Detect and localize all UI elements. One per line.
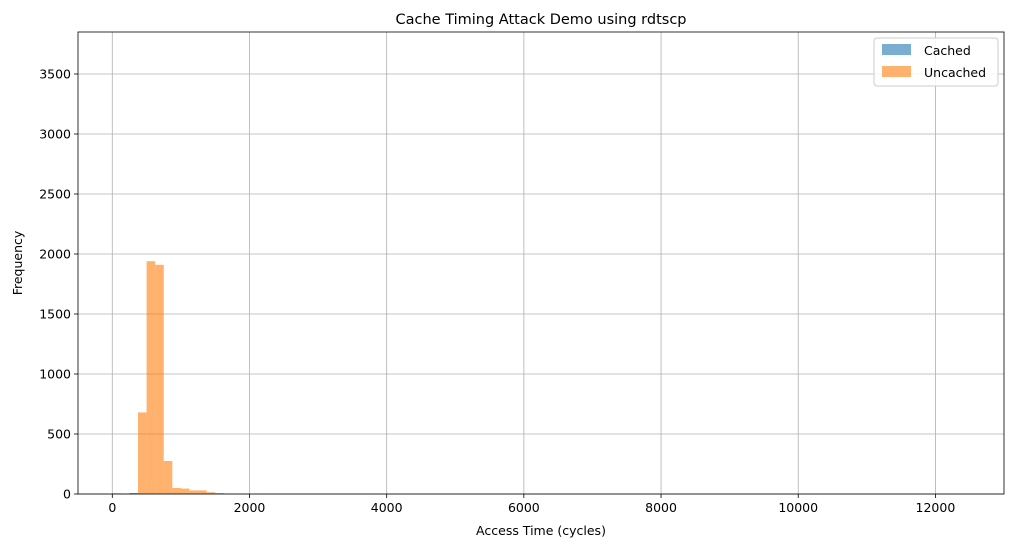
y-axis-label: Frequency	[10, 230, 25, 295]
bar-uncached	[180, 488, 190, 494]
x-tick-label: 4000	[371, 500, 403, 515]
y-tick-label: 2000	[39, 247, 71, 262]
legend-swatch-uncached	[882, 66, 911, 77]
bar-uncached	[215, 493, 224, 494]
bar-uncached	[155, 264, 164, 494]
y-tick-label: 1000	[39, 367, 71, 382]
y-axis-ticks: 0 500 1000 1500 2000 2500 3000 3500	[39, 67, 78, 502]
y-tick-label: 3000	[39, 127, 71, 142]
legend-label-cached: Cached	[924, 43, 971, 58]
x-tick-label: 10000	[778, 500, 818, 515]
y-tick-label: 0	[63, 487, 71, 502]
legend-swatch-cached	[882, 44, 911, 55]
y-tick-label: 1500	[39, 307, 71, 322]
bar-cached	[129, 493, 139, 494]
x-tick-label: 12000	[916, 500, 956, 515]
plot-area	[78, 32, 1004, 494]
bar-uncached	[138, 412, 147, 494]
bar-uncached	[146, 261, 156, 494]
y-tick-label: 3500	[39, 67, 71, 82]
plot-frame	[77, 31, 1005, 495]
legend-label-uncached: Uncached	[924, 65, 986, 80]
bar-uncached	[198, 490, 207, 494]
x-tick-label: 6000	[508, 500, 540, 515]
y-tick-label: 2500	[39, 187, 71, 202]
bar-uncached	[172, 488, 181, 494]
x-tick-label: 8000	[645, 500, 677, 515]
bar-uncached	[163, 461, 173, 494]
x-axis-label: Access Time (cycles)	[476, 523, 606, 538]
bar-uncached	[189, 490, 199, 494]
y-tick-label: 500	[47, 427, 71, 442]
chart-title: Cache Timing Attack Demo using rdtscp	[396, 12, 687, 28]
x-tick-label: 2000	[234, 500, 266, 515]
x-axis-ticks: 0 2000 4000 6000 8000 10000 12000	[108, 494, 955, 515]
x-tick-label: 0	[108, 500, 116, 515]
legend: Cached Uncached	[873, 37, 999, 87]
bar-uncached	[206, 492, 216, 494]
